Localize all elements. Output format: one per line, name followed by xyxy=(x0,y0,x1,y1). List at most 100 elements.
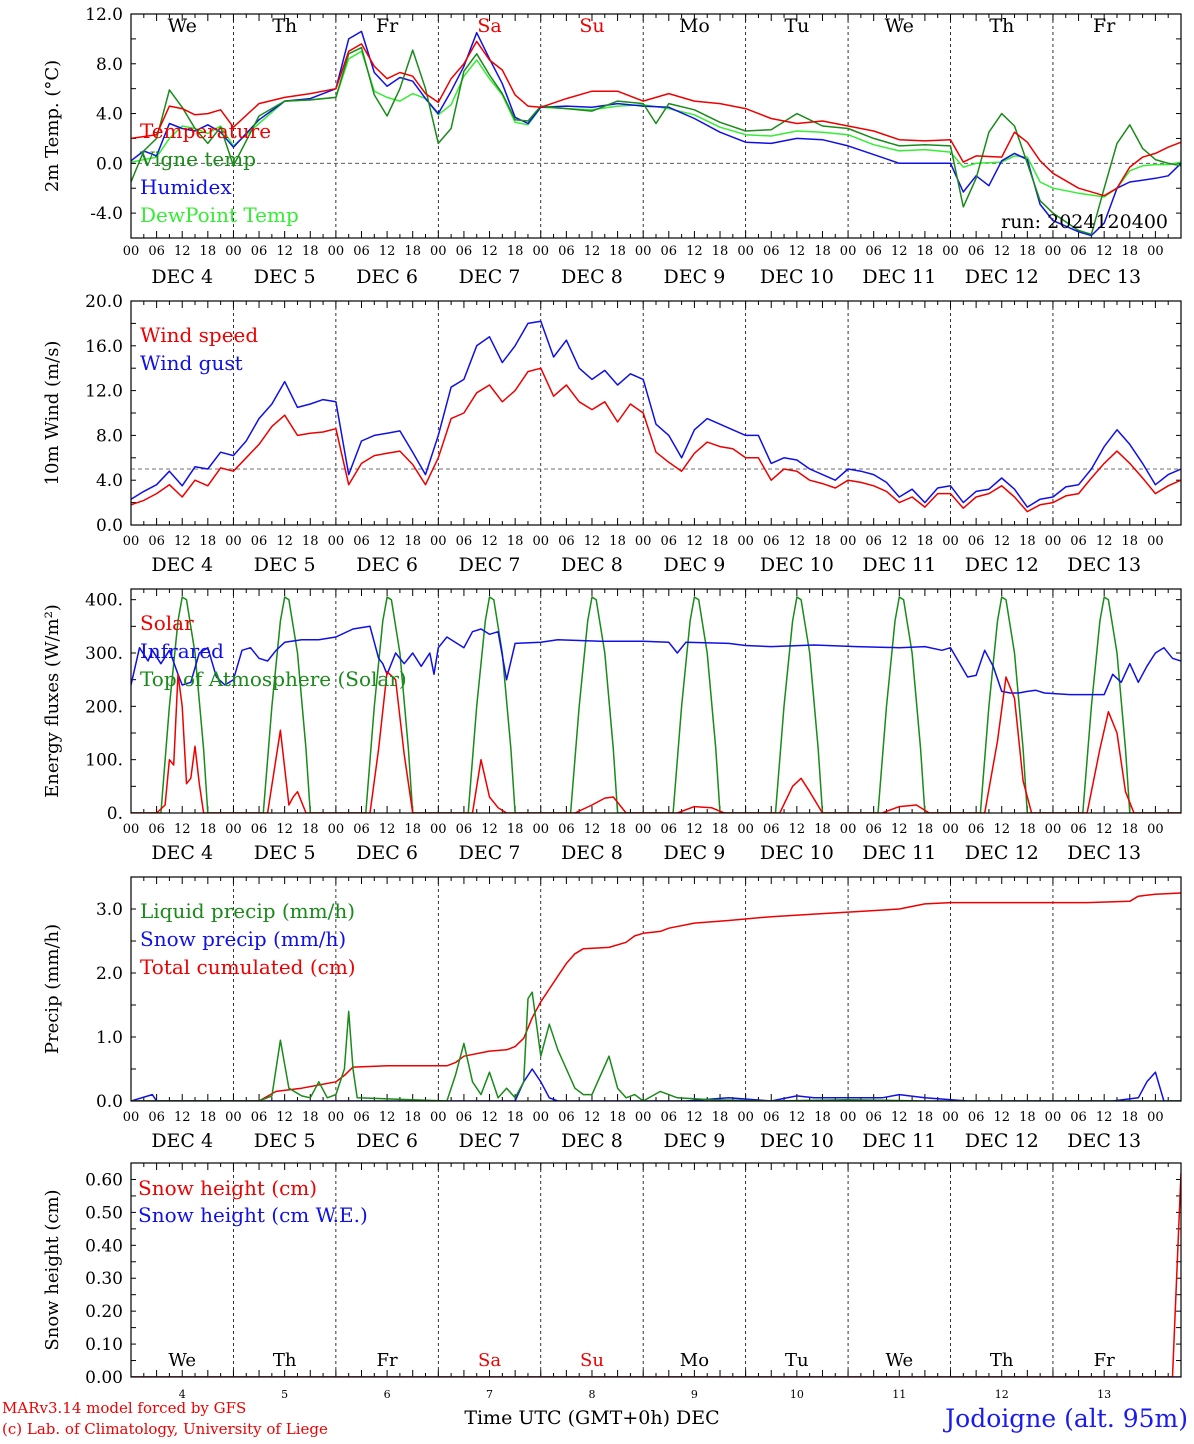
x-hour-label: 06 xyxy=(353,822,370,837)
x-hour-label: 12 xyxy=(481,1110,498,1125)
x-hour-label: 06 xyxy=(148,1110,165,1125)
x-hour-label: 12 xyxy=(276,822,293,837)
x-hour-label: 18 xyxy=(1019,1110,1036,1125)
x-day-label: DEC 10 xyxy=(760,554,834,576)
x-hour-label: 06 xyxy=(661,1110,678,1125)
x-hour-label: 18 xyxy=(1019,822,1036,837)
day-number-label: 11 xyxy=(892,1388,906,1401)
x-hour-label: 00 xyxy=(840,1110,857,1125)
x-hour-label: 18 xyxy=(1122,822,1139,837)
x-hour-label: 06 xyxy=(353,534,370,549)
x-hour-label: 00 xyxy=(225,534,242,549)
x-hour-label: 06 xyxy=(456,244,473,259)
x-day-label: DEC 12 xyxy=(965,842,1039,864)
x-day-label: DEC 12 xyxy=(965,266,1039,288)
x-hour-label: 18 xyxy=(609,244,626,259)
x-hour-label: 12 xyxy=(686,534,703,549)
weekday-label-bottom: Mo xyxy=(680,1350,709,1371)
y-tick-label: 0.0 xyxy=(96,154,123,174)
legend-entry: Wind speed xyxy=(140,323,258,347)
panel-1: 12.0 8.0 4.0 0.0 -4.0 2m Temp. (°C) Temperatur… xyxy=(42,5,1182,288)
x-hour-label: 00 xyxy=(328,244,345,259)
x-hour-label: 06 xyxy=(456,1110,473,1125)
x-hour-label: 06 xyxy=(251,1110,268,1125)
x-day-label: DEC 13 xyxy=(1067,1130,1141,1152)
y-tick-label: 2.0 xyxy=(96,964,123,984)
x-hour-label: 18 xyxy=(712,244,729,259)
y-tick-label: 12.0 xyxy=(85,382,123,402)
x-day-label: DEC 8 xyxy=(561,1130,623,1152)
x-hour-label: 00 xyxy=(942,534,959,549)
series-line xyxy=(131,596,1181,813)
y-tick-label: 1.0 xyxy=(96,1028,123,1048)
x-hour-label: 06 xyxy=(661,822,678,837)
x-hour-label: 18 xyxy=(814,1110,831,1125)
x-hour-label: 12 xyxy=(584,534,601,549)
x-day-label: DEC 9 xyxy=(664,1130,726,1152)
x-hour-label: 18 xyxy=(1122,1110,1139,1125)
weekday-label-bottom: Tu xyxy=(785,1350,809,1371)
panel-2: 20.0 16.0 12.0 8.0 4.0 0.0 10m Wind (m/s) Wind … xyxy=(42,292,1182,576)
x-day-label: DEC 7 xyxy=(459,842,521,864)
x-hour-label: 06 xyxy=(558,534,575,549)
x-hour-label: 06 xyxy=(1070,534,1087,549)
x-hour-label: 00 xyxy=(840,244,857,259)
x-hour-label: 00 xyxy=(737,1110,754,1125)
x-axis-title: Time UTC (GMT+0h) DEC xyxy=(464,1407,719,1429)
series-line xyxy=(131,320,1181,508)
legend-entry: DewPoint Temp xyxy=(140,203,299,227)
x-day-label: DEC 10 xyxy=(760,842,834,864)
y-tick-label: 200. xyxy=(85,697,123,717)
x-hour-label: 00 xyxy=(532,1110,549,1125)
x-hour-label: 12 xyxy=(379,244,396,259)
x-hour-label: 06 xyxy=(968,822,985,837)
x-day-label: DEC 7 xyxy=(459,1130,521,1152)
legend-entry: Infrared xyxy=(140,639,224,663)
weekday-label-bottom: We xyxy=(885,1350,913,1371)
weekday-label-top: Fr xyxy=(376,15,399,37)
x-day-label: DEC 11 xyxy=(862,266,936,288)
x-hour-label: 00 xyxy=(225,822,242,837)
x-hour-label: 12 xyxy=(276,244,293,259)
x-hour-label: 00 xyxy=(1045,534,1062,549)
x-day-label: DEC 4 xyxy=(151,1130,213,1152)
weekday-label-top: We xyxy=(168,15,197,37)
x-hour-label: 18 xyxy=(814,822,831,837)
x-hour-label: 18 xyxy=(609,1110,626,1125)
y-tick-label: 8.0 xyxy=(96,426,123,446)
plot-frame xyxy=(130,1162,1182,1378)
x-hour-label: 18 xyxy=(609,822,626,837)
x-day-label: DEC 6 xyxy=(356,554,418,576)
weekday-label-top: We xyxy=(885,15,914,37)
weekday-label-top: Th xyxy=(272,15,297,37)
x-hour-label: 06 xyxy=(456,822,473,837)
x-hour-label: 18 xyxy=(1122,534,1139,549)
model-credit: MARv3.14 model forced by GFS xyxy=(2,1399,246,1417)
x-hour-label: 00 xyxy=(430,244,447,259)
x-hour-label: 12 xyxy=(174,1110,191,1125)
weekday-label-bottom: We xyxy=(168,1350,196,1371)
x-hour-label: 18 xyxy=(917,822,934,837)
x-hour-label: 12 xyxy=(789,1110,806,1125)
series-line xyxy=(131,1068,1181,1101)
x-hour-label: 00 xyxy=(942,822,959,837)
x-day-label: DEC 5 xyxy=(254,1130,316,1152)
legend-entry: Top of Atmosphere (Solar) xyxy=(140,667,407,691)
y-axis-label: 2m Temp. (°C) xyxy=(42,60,63,192)
y-tick-label: 8.0 xyxy=(96,55,123,75)
x-day-label: DEC 13 xyxy=(1067,842,1141,864)
x-hour-label: 06 xyxy=(865,534,882,549)
x-hour-label: 12 xyxy=(481,244,498,259)
x-hour-label: 06 xyxy=(763,1110,780,1125)
x-hour-label: 00 xyxy=(123,1110,140,1125)
x-hour-label: 18 xyxy=(712,1110,729,1125)
y-tick-label: 0.40 xyxy=(85,1236,123,1256)
x-day-label: DEC 4 xyxy=(151,266,213,288)
x-hour-label: 00 xyxy=(430,534,447,549)
x-hour-label: 06 xyxy=(661,244,678,259)
weekday-label-bottom: Fr xyxy=(1094,1350,1115,1371)
x-hour-label: 06 xyxy=(763,534,780,549)
x-day-label: DEC 13 xyxy=(1067,554,1141,576)
x-hour-label: 00 xyxy=(225,1110,242,1125)
x-hour-label: 06 xyxy=(251,822,268,837)
